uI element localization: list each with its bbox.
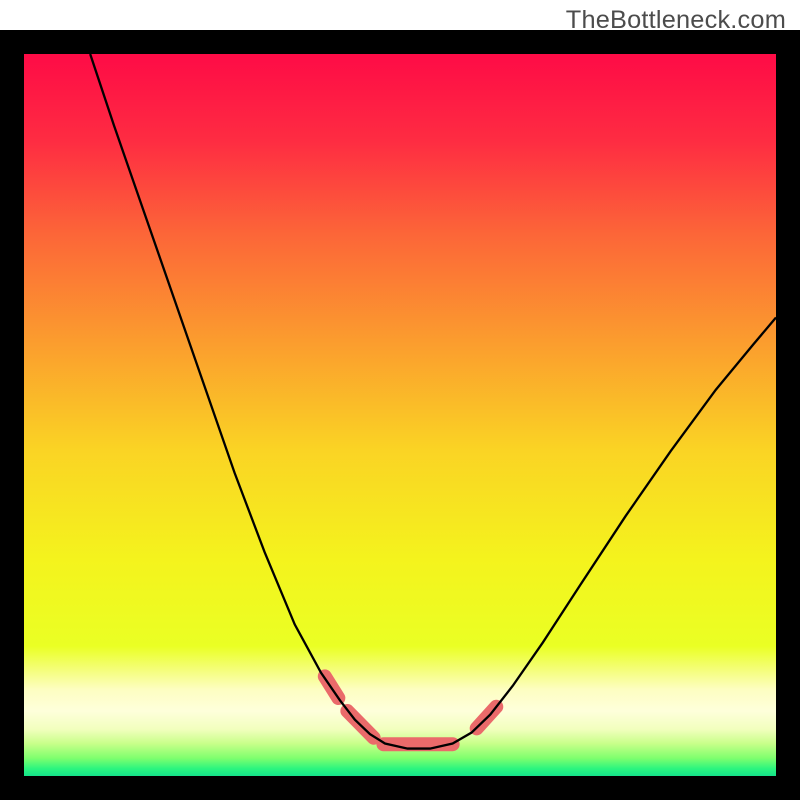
watermark-text: TheBottleneck.com — [566, 6, 786, 35]
bottleneck-chart — [0, 30, 800, 800]
chart-background — [24, 54, 776, 776]
chart-frame: TheBottleneck.com — [0, 0, 800, 800]
